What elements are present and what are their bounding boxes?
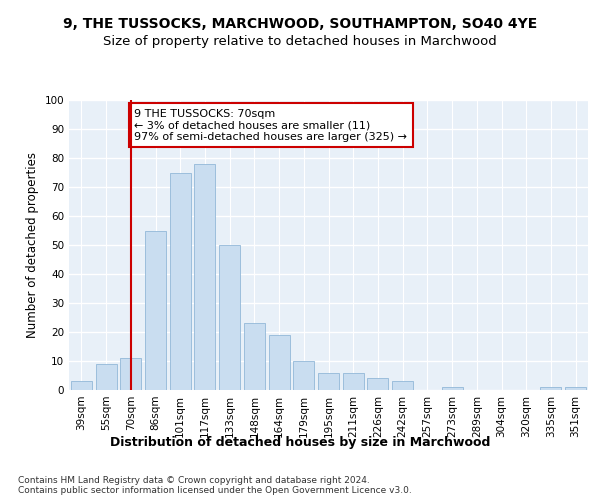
Bar: [145, 230, 166, 390]
Bar: [541, 387, 562, 390]
Bar: [392, 382, 413, 390]
Bar: [293, 361, 314, 390]
Bar: [120, 358, 141, 390]
Y-axis label: Number of detached properties: Number of detached properties: [26, 152, 39, 338]
Bar: [343, 372, 364, 390]
Bar: [269, 335, 290, 390]
Bar: [565, 387, 586, 390]
Bar: [194, 164, 215, 390]
Bar: [367, 378, 388, 390]
Text: Size of property relative to detached houses in Marchwood: Size of property relative to detached ho…: [103, 35, 497, 48]
Bar: [71, 382, 92, 390]
Text: Distribution of detached houses by size in Marchwood: Distribution of detached houses by size …: [110, 436, 490, 449]
Bar: [219, 245, 240, 390]
Bar: [244, 324, 265, 390]
Bar: [442, 387, 463, 390]
Text: 9, THE TUSSOCKS, MARCHWOOD, SOUTHAMPTON, SO40 4YE: 9, THE TUSSOCKS, MARCHWOOD, SOUTHAMPTON,…: [63, 18, 537, 32]
Bar: [95, 364, 116, 390]
Bar: [170, 172, 191, 390]
Text: Contains HM Land Registry data © Crown copyright and database right 2024.
Contai: Contains HM Land Registry data © Crown c…: [18, 476, 412, 495]
Text: 9 THE TUSSOCKS: 70sqm
← 3% of detached houses are smaller (11)
97% of semi-detac: 9 THE TUSSOCKS: 70sqm ← 3% of detached h…: [134, 108, 407, 142]
Bar: [318, 372, 339, 390]
